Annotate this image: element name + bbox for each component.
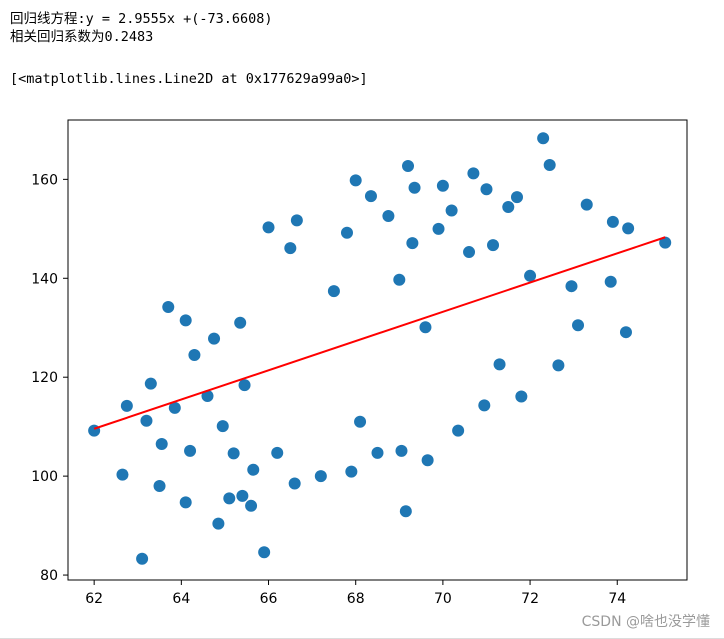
scatter-point xyxy=(580,198,593,211)
scatter-point xyxy=(155,437,168,450)
scatter-point xyxy=(188,348,201,361)
scatter-point xyxy=(208,332,221,345)
scatter-point xyxy=(223,492,236,505)
scatter-point xyxy=(406,237,419,250)
x-tick-label: 68 xyxy=(347,591,365,607)
scatter-point xyxy=(463,246,476,259)
watermark-text: CSDN @啥也没学懂 xyxy=(581,614,710,630)
scatter-point xyxy=(393,273,406,286)
y-tick-label: 160 xyxy=(31,172,58,188)
scatter-point xyxy=(487,239,500,252)
x-tick-label: 62 xyxy=(85,591,103,607)
scatter-point xyxy=(619,326,632,339)
scatter-point xyxy=(290,214,303,227)
plot-area xyxy=(88,132,672,565)
x-tick-label: 66 xyxy=(260,591,278,607)
scatter-point xyxy=(284,242,297,255)
scatter-point xyxy=(162,300,175,313)
scatter-point xyxy=(144,377,157,390)
scatter-point xyxy=(216,420,229,433)
scatter-point xyxy=(184,444,197,457)
scatter-point xyxy=(408,181,421,194)
scatter-point xyxy=(371,446,384,459)
x-tick-label: 74 xyxy=(608,591,626,607)
scatter-point xyxy=(552,359,565,372)
scatter-point xyxy=(288,477,301,490)
scatter-point xyxy=(327,285,340,298)
regression-equation-text: 回归线方程:y = 2.9555x +(-73.6608) xyxy=(10,11,273,27)
scatter-point xyxy=(271,446,284,459)
x-tick-label: 70 xyxy=(434,591,452,607)
scatter-point xyxy=(515,390,528,403)
x-tick-label: 64 xyxy=(172,591,190,607)
y-tick-label: 120 xyxy=(31,370,58,386)
axes-frame xyxy=(67,119,688,581)
scatter-point xyxy=(436,179,449,192)
line2d-repr-text: [<matplotlib.lines.Line2D at 0x177629a99… xyxy=(10,71,368,87)
scatter-point xyxy=(445,204,458,217)
scatter-point xyxy=(236,489,249,502)
scatter-point xyxy=(524,269,537,282)
scatter-point xyxy=(399,505,412,518)
scatter-plot: 62 64 66 68 70 72 74 80 100 120 140 160 xyxy=(0,108,724,628)
scatter-point xyxy=(168,401,181,414)
scatter-point xyxy=(354,415,367,428)
y-tick-label: 80 xyxy=(40,568,58,584)
y-tick-label: 140 xyxy=(31,271,58,287)
scatter-point xyxy=(502,201,515,214)
scatter-point xyxy=(179,314,192,327)
scatter-point xyxy=(510,191,523,204)
scatter-point xyxy=(572,319,585,332)
scatter-point xyxy=(432,222,445,235)
scatter-point xyxy=(478,399,491,412)
scatter-point xyxy=(419,321,432,334)
scatter-point xyxy=(234,316,247,329)
scatter-point xyxy=(493,358,506,371)
scatter-point xyxy=(395,444,408,457)
scatter-point xyxy=(480,183,493,196)
correlation-coefficient-text: 相关回归系数为0.2483 xyxy=(10,29,154,45)
scatter-point xyxy=(201,390,214,402)
scatter-point xyxy=(543,159,556,172)
scatter-point xyxy=(212,517,225,530)
console-output: 回归线方程:y = 2.9555x +(-73.6608) 相关回归系数为0.24… xyxy=(10,10,273,46)
scatter-point xyxy=(452,424,465,437)
scatter-point xyxy=(120,399,133,412)
scatter-point xyxy=(314,470,327,483)
scatter-point xyxy=(659,236,672,249)
scatter-point xyxy=(245,499,258,512)
scatter-point xyxy=(364,190,377,203)
scatter-point xyxy=(421,454,434,467)
scatter-point xyxy=(238,379,251,392)
scatter-point xyxy=(345,465,358,478)
scatter-point xyxy=(258,546,271,559)
x-tick-label: 72 xyxy=(521,591,539,607)
scatter-point xyxy=(402,160,415,172)
scatter-point xyxy=(606,215,619,228)
scatter-point xyxy=(179,496,192,509)
scatter-point xyxy=(116,468,129,481)
scatter-point xyxy=(140,414,153,427)
scatter-point xyxy=(382,209,395,222)
scatter-point xyxy=(349,174,362,187)
scatter-point xyxy=(153,480,166,493)
scatter-point xyxy=(604,275,617,288)
scatter-point xyxy=(136,552,149,565)
scatter-point xyxy=(340,226,353,239)
scatter-point xyxy=(537,132,550,145)
scatter-point xyxy=(227,447,240,460)
regression-line xyxy=(93,236,666,430)
scatter-point xyxy=(565,280,578,293)
scatter-point xyxy=(622,222,635,235)
scatter-point xyxy=(262,221,275,234)
chart-svg: 62 64 66 68 70 72 74 80 100 120 140 160 xyxy=(31,119,688,607)
scatter-point xyxy=(467,167,480,180)
scatter-point xyxy=(247,463,260,476)
y-tick-label: 100 xyxy=(31,469,58,485)
